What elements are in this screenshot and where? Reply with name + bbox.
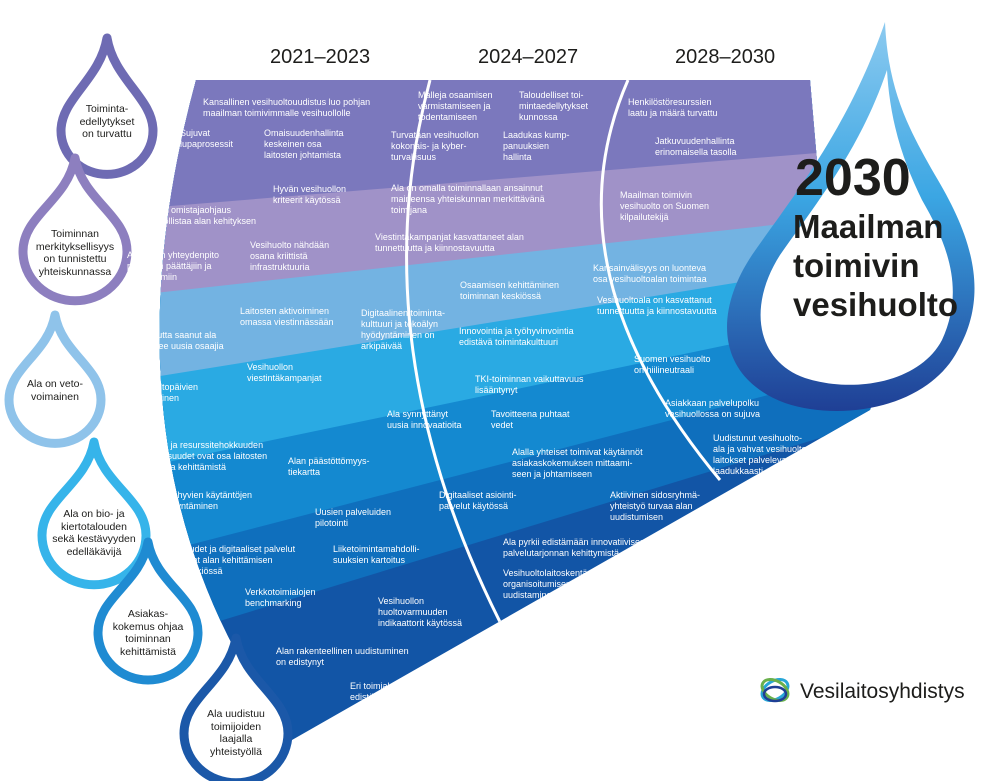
brand-name: Vesilaitosyhdistys xyxy=(800,680,965,703)
roadmap-item: Jatkuvuudenhallinta erinomaisella tasoll… xyxy=(655,136,737,157)
roadmap-item: Asiakkaan palvelupolku vesihuollossa on … xyxy=(665,398,761,419)
roadmap-item: Selkeä omistajaohjaus mahdollistaa alan … xyxy=(141,205,257,226)
roadmap-item: Verkkotoimialojen benchmarking xyxy=(245,587,316,608)
water-drop-icon xyxy=(4,310,106,448)
roadmap-item: Uudet ja digitaaliset palvelut ovat alan… xyxy=(183,544,296,576)
roadmap-item: Aktiivinen yhteydenpito poliittisiin pää… xyxy=(127,250,220,282)
roadmap-item: Malleja osaamisen varmistamiseen ja tode… xyxy=(418,90,493,122)
roadmap-item: Laitosten aktivoiminen omassa viestinnäs… xyxy=(240,306,334,327)
drop-label: Toiminta- edellytykset on turvattu xyxy=(79,103,135,140)
roadmap-item: Maailman toimivin vesihuolto on Suomen k… xyxy=(620,190,710,222)
roadmap-item: Vesihuoltolaitoskentän organisoitumisen … xyxy=(503,568,593,600)
roadmap-item: Energia- ja resurssitehokkuuden mahdolli… xyxy=(134,440,268,472)
water-drop-icon xyxy=(179,633,293,781)
goal-line: Maailman xyxy=(793,208,944,245)
period-label: 2021–2023 xyxy=(270,46,371,68)
roadmap-item: Vesihuoltoala on kasvattanut tunnettuutt… xyxy=(597,295,717,316)
roadmap-item: Uusien palveluiden pilotointi xyxy=(315,507,392,528)
roadmap-item: Sujuvat lupaprosessit xyxy=(180,128,234,149)
water-drop-icon xyxy=(93,537,203,685)
drop-label: Ala on veto- voimainen xyxy=(26,378,84,403)
drop-label: Asiakas- kokemus ohjaa toiminnan kehittä… xyxy=(112,608,184,658)
period-divider-2 xyxy=(599,80,722,481)
roadmap-item: Taloudelliset toi- mintaedellytykset kun… xyxy=(519,90,589,122)
roadmap-item: Ala pyrkii edistämään innovatiivisen pal… xyxy=(503,537,646,558)
roadmap-item: Tunnettuutta saanut ala houkuttelee uusi… xyxy=(122,330,224,351)
roadmap-item: Viestintäkampanjat kasvattaneet alan tun… xyxy=(375,232,524,253)
band-1 xyxy=(159,80,879,220)
roadmap-item: Uudistunut vesihuolto- ala ja vahvat ves… xyxy=(713,433,810,476)
water-drop-icon xyxy=(56,33,158,179)
roadmap-item: Vesihuoltopäivien kehittäminen xyxy=(128,382,199,403)
roadmap-item: Alan hyvien käytäntöjen hyödyntäminen xyxy=(157,490,253,511)
drop-label: Ala uudistuu toimijoiden laajalla yhteis… xyxy=(207,708,265,758)
vesilaitosyhdistys-logo-icon xyxy=(760,678,790,703)
roadmap-item: Liiketoimintamahdolli- suuksien kartoitu… xyxy=(333,544,420,565)
goal-line: toimivin xyxy=(793,247,920,284)
roadmap-item: Eri toimialojen yhteistyön edistäminen xyxy=(350,681,450,702)
roadmap-item: Aktiivinen sidosryhmä- yhteistyö turvaa … xyxy=(610,490,701,522)
water-drop-icon xyxy=(18,153,132,306)
drop-label: Ala on bio- ja kiertotalouden sekä kestä… xyxy=(52,508,136,558)
roadmap-item: Turvataan vesihuollon kokonais- ja kyber… xyxy=(391,130,479,162)
roadmap-item: Ala on omalla toiminnallaan ansainnut ma… xyxy=(391,183,545,215)
roadmap-item: Innovointia ja työhyvinvointia edistävä … xyxy=(459,326,574,347)
goal-year: 2030 xyxy=(795,149,911,207)
roadmap-item: TKI-toiminnan vaikuttavuus lisääntynyt xyxy=(475,374,584,395)
drop-label: Toiminnan merkityksellisyys on tunnistet… xyxy=(35,228,115,278)
period-divider-1 xyxy=(405,80,522,661)
roadmap-item: Digitaaliset asiointi- palvelut käytössä xyxy=(439,490,517,511)
roadmap-item: Alan päästöttömyys- tiekartta xyxy=(288,456,370,477)
roadmap-item: Alalla yhteiset toimivat käytännöt asiak… xyxy=(512,447,643,479)
roadmap-item: Digitaalinen toiminta- kulttuuri ja teko… xyxy=(361,308,446,351)
roadmap-item: Omaisuudenhallinta keskeinen osa laitost… xyxy=(264,128,344,160)
roadmap-item: Kansallinen vesihuoltouudistus luo pohja… xyxy=(203,97,371,118)
roadmap-item: Henkilöstöresurssien laatu ja määrä turv… xyxy=(628,97,718,118)
roadmap-item: Laadukas kump- panuuksien hallinta xyxy=(503,130,570,162)
roadmap-item: Suomen vesihuolto on hiilineutraali xyxy=(634,354,711,375)
period-label: 2028–2030 xyxy=(675,46,776,68)
roadmap-item: Vesihuolto nähdään osana kriittistä infr… xyxy=(250,240,330,272)
period-label: 2024–2027 xyxy=(478,46,579,68)
roadmap-item: Hyvän vesihuollon kriteerit käytössä xyxy=(273,184,347,205)
goal-drop-inner xyxy=(760,70,953,385)
water-drop-icon xyxy=(37,437,151,590)
roadmap-item: Kansainvälisyys on luonteva osa vesihuol… xyxy=(593,263,707,284)
roadmap-item: Ala synnyttänyt uusia innovaatioita xyxy=(387,409,462,430)
roadmap-item: Osaamisen kehittäminen toiminnan keskiös… xyxy=(460,280,560,301)
goal-line: vesihuolto xyxy=(793,286,959,323)
roadmap-item: Vesihuollon huoltovarmuuden indikaattori… xyxy=(378,596,463,628)
roadmap-item: Tavoitteena puhtaat vedet xyxy=(491,409,570,430)
roadmap-item: Alan rakenteellinen uudistuminen on edis… xyxy=(276,646,409,667)
roadmap-item: Vesihuollon viestintäkampanjat xyxy=(247,362,322,383)
